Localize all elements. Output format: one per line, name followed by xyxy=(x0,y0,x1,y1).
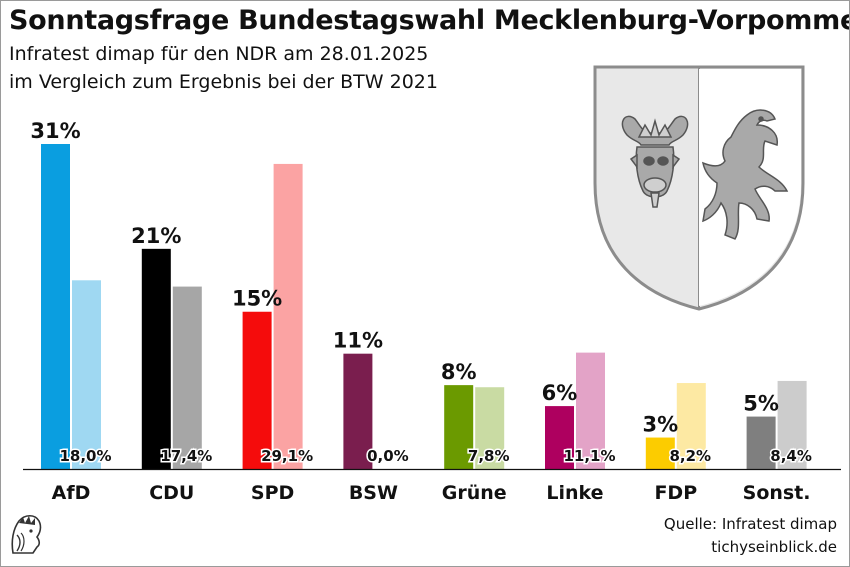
bar-2021-linke xyxy=(576,352,605,469)
category-label-spd: SPD xyxy=(251,482,294,504)
category-label-linke: Linke xyxy=(546,482,603,504)
category-label-fdp: FDP xyxy=(654,482,697,504)
category-label-cdu: CDU xyxy=(149,482,194,504)
bar-2021-sonst xyxy=(777,380,807,469)
category-label-afd: AfD xyxy=(52,482,91,504)
bar-2025-fdp xyxy=(645,437,675,469)
bar-2025-spd xyxy=(242,311,272,469)
chart-subtitle-line2: im Vergleich zum Ergebnis bei der BTW 20… xyxy=(9,71,438,93)
bull-head-icon xyxy=(621,115,689,208)
value-label-2021-linke: 11,1% xyxy=(563,447,615,465)
griffin-icon xyxy=(701,109,789,240)
tichys-einblick-logo-icon xyxy=(11,514,42,554)
value-label-2025-bsw: 11% xyxy=(333,329,383,353)
bar-2025-afd xyxy=(41,144,70,469)
value-label-2025-afd: 31% xyxy=(30,119,80,143)
value-label-2025-sonst: 5% xyxy=(743,392,779,416)
chart-title: Sonntagsfrage Bundestagswahl Mecklenburg… xyxy=(9,5,850,36)
value-label-2021-spd: 29,1% xyxy=(261,447,313,465)
bar-2025-sonst xyxy=(746,416,776,469)
value-label-2021-afd: 18,0% xyxy=(59,447,111,465)
bar-2021-spd xyxy=(273,163,303,469)
value-label-2025-fdp: 3% xyxy=(642,413,678,437)
website-label: tichyseinblick.de xyxy=(711,538,837,556)
bar-2021-fdp xyxy=(676,383,706,469)
chart-subtitle-line1: Infratest dimap für den NDR am 28.01.202… xyxy=(9,43,429,65)
bar-2025-grne xyxy=(444,385,474,469)
bar-2021-cdu xyxy=(172,286,202,469)
category-label-grne: Grüne xyxy=(442,482,507,504)
value-label-2021-sonst: 8,4% xyxy=(770,447,812,465)
bar-2021-grne xyxy=(475,387,505,469)
value-label-2025-cdu: 21% xyxy=(131,224,181,248)
value-label-2025-grne: 8% xyxy=(441,360,477,384)
category-label-bsw: BSW xyxy=(349,482,398,504)
value-label-2021-bsw: 0,0% xyxy=(367,447,409,465)
source-label: Quelle: Infratest dimap xyxy=(663,515,837,533)
value-label-2021-cdu: 17,4% xyxy=(160,447,212,465)
category-label-sonst: Sonst. xyxy=(743,482,811,504)
bar-2021-afd xyxy=(72,280,101,469)
bar-2025-linke xyxy=(545,406,574,469)
bar-2025-cdu xyxy=(141,248,171,469)
value-label-2021-grne: 7,8% xyxy=(468,447,510,465)
value-label-2025-spd: 15% xyxy=(232,287,282,311)
bar-2025-bsw xyxy=(343,353,373,469)
coat-of-arms-icon xyxy=(593,65,805,311)
value-label-2025-linke: 6% xyxy=(542,381,578,405)
value-label-2021-fdp: 8,2% xyxy=(669,447,711,465)
